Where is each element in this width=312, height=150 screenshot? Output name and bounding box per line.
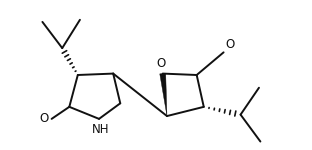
Text: NH: NH bbox=[92, 123, 109, 136]
Text: O: O bbox=[157, 57, 166, 70]
Text: O: O bbox=[226, 38, 235, 51]
Polygon shape bbox=[160, 73, 167, 116]
Text: O: O bbox=[40, 112, 49, 125]
